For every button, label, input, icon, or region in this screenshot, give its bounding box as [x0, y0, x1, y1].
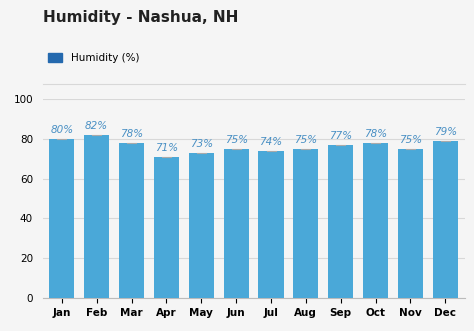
- Text: 82%: 82%: [85, 121, 108, 131]
- Text: 73%: 73%: [190, 139, 213, 149]
- Text: 75%: 75%: [225, 135, 248, 145]
- Text: 75%: 75%: [294, 135, 318, 145]
- Bar: [84, 135, 109, 298]
- Bar: [189, 153, 214, 298]
- Text: 75%: 75%: [399, 135, 422, 145]
- Bar: [363, 143, 388, 298]
- Bar: [119, 143, 144, 298]
- Text: Humidity - Nashua, NH: Humidity - Nashua, NH: [43, 10, 238, 25]
- Bar: [293, 149, 319, 298]
- Bar: [224, 149, 249, 298]
- Text: 78%: 78%: [120, 129, 143, 139]
- Bar: [433, 141, 458, 298]
- Legend: Humidity (%): Humidity (%): [48, 53, 139, 63]
- Bar: [154, 157, 179, 298]
- Bar: [328, 145, 353, 298]
- Text: 71%: 71%: [155, 143, 178, 153]
- Bar: [398, 149, 423, 298]
- Bar: [49, 139, 74, 298]
- Text: 78%: 78%: [364, 129, 387, 139]
- Text: 74%: 74%: [259, 137, 283, 147]
- Text: 80%: 80%: [50, 125, 73, 135]
- Bar: [258, 151, 283, 298]
- Text: 77%: 77%: [329, 131, 352, 141]
- Text: 79%: 79%: [434, 127, 457, 137]
